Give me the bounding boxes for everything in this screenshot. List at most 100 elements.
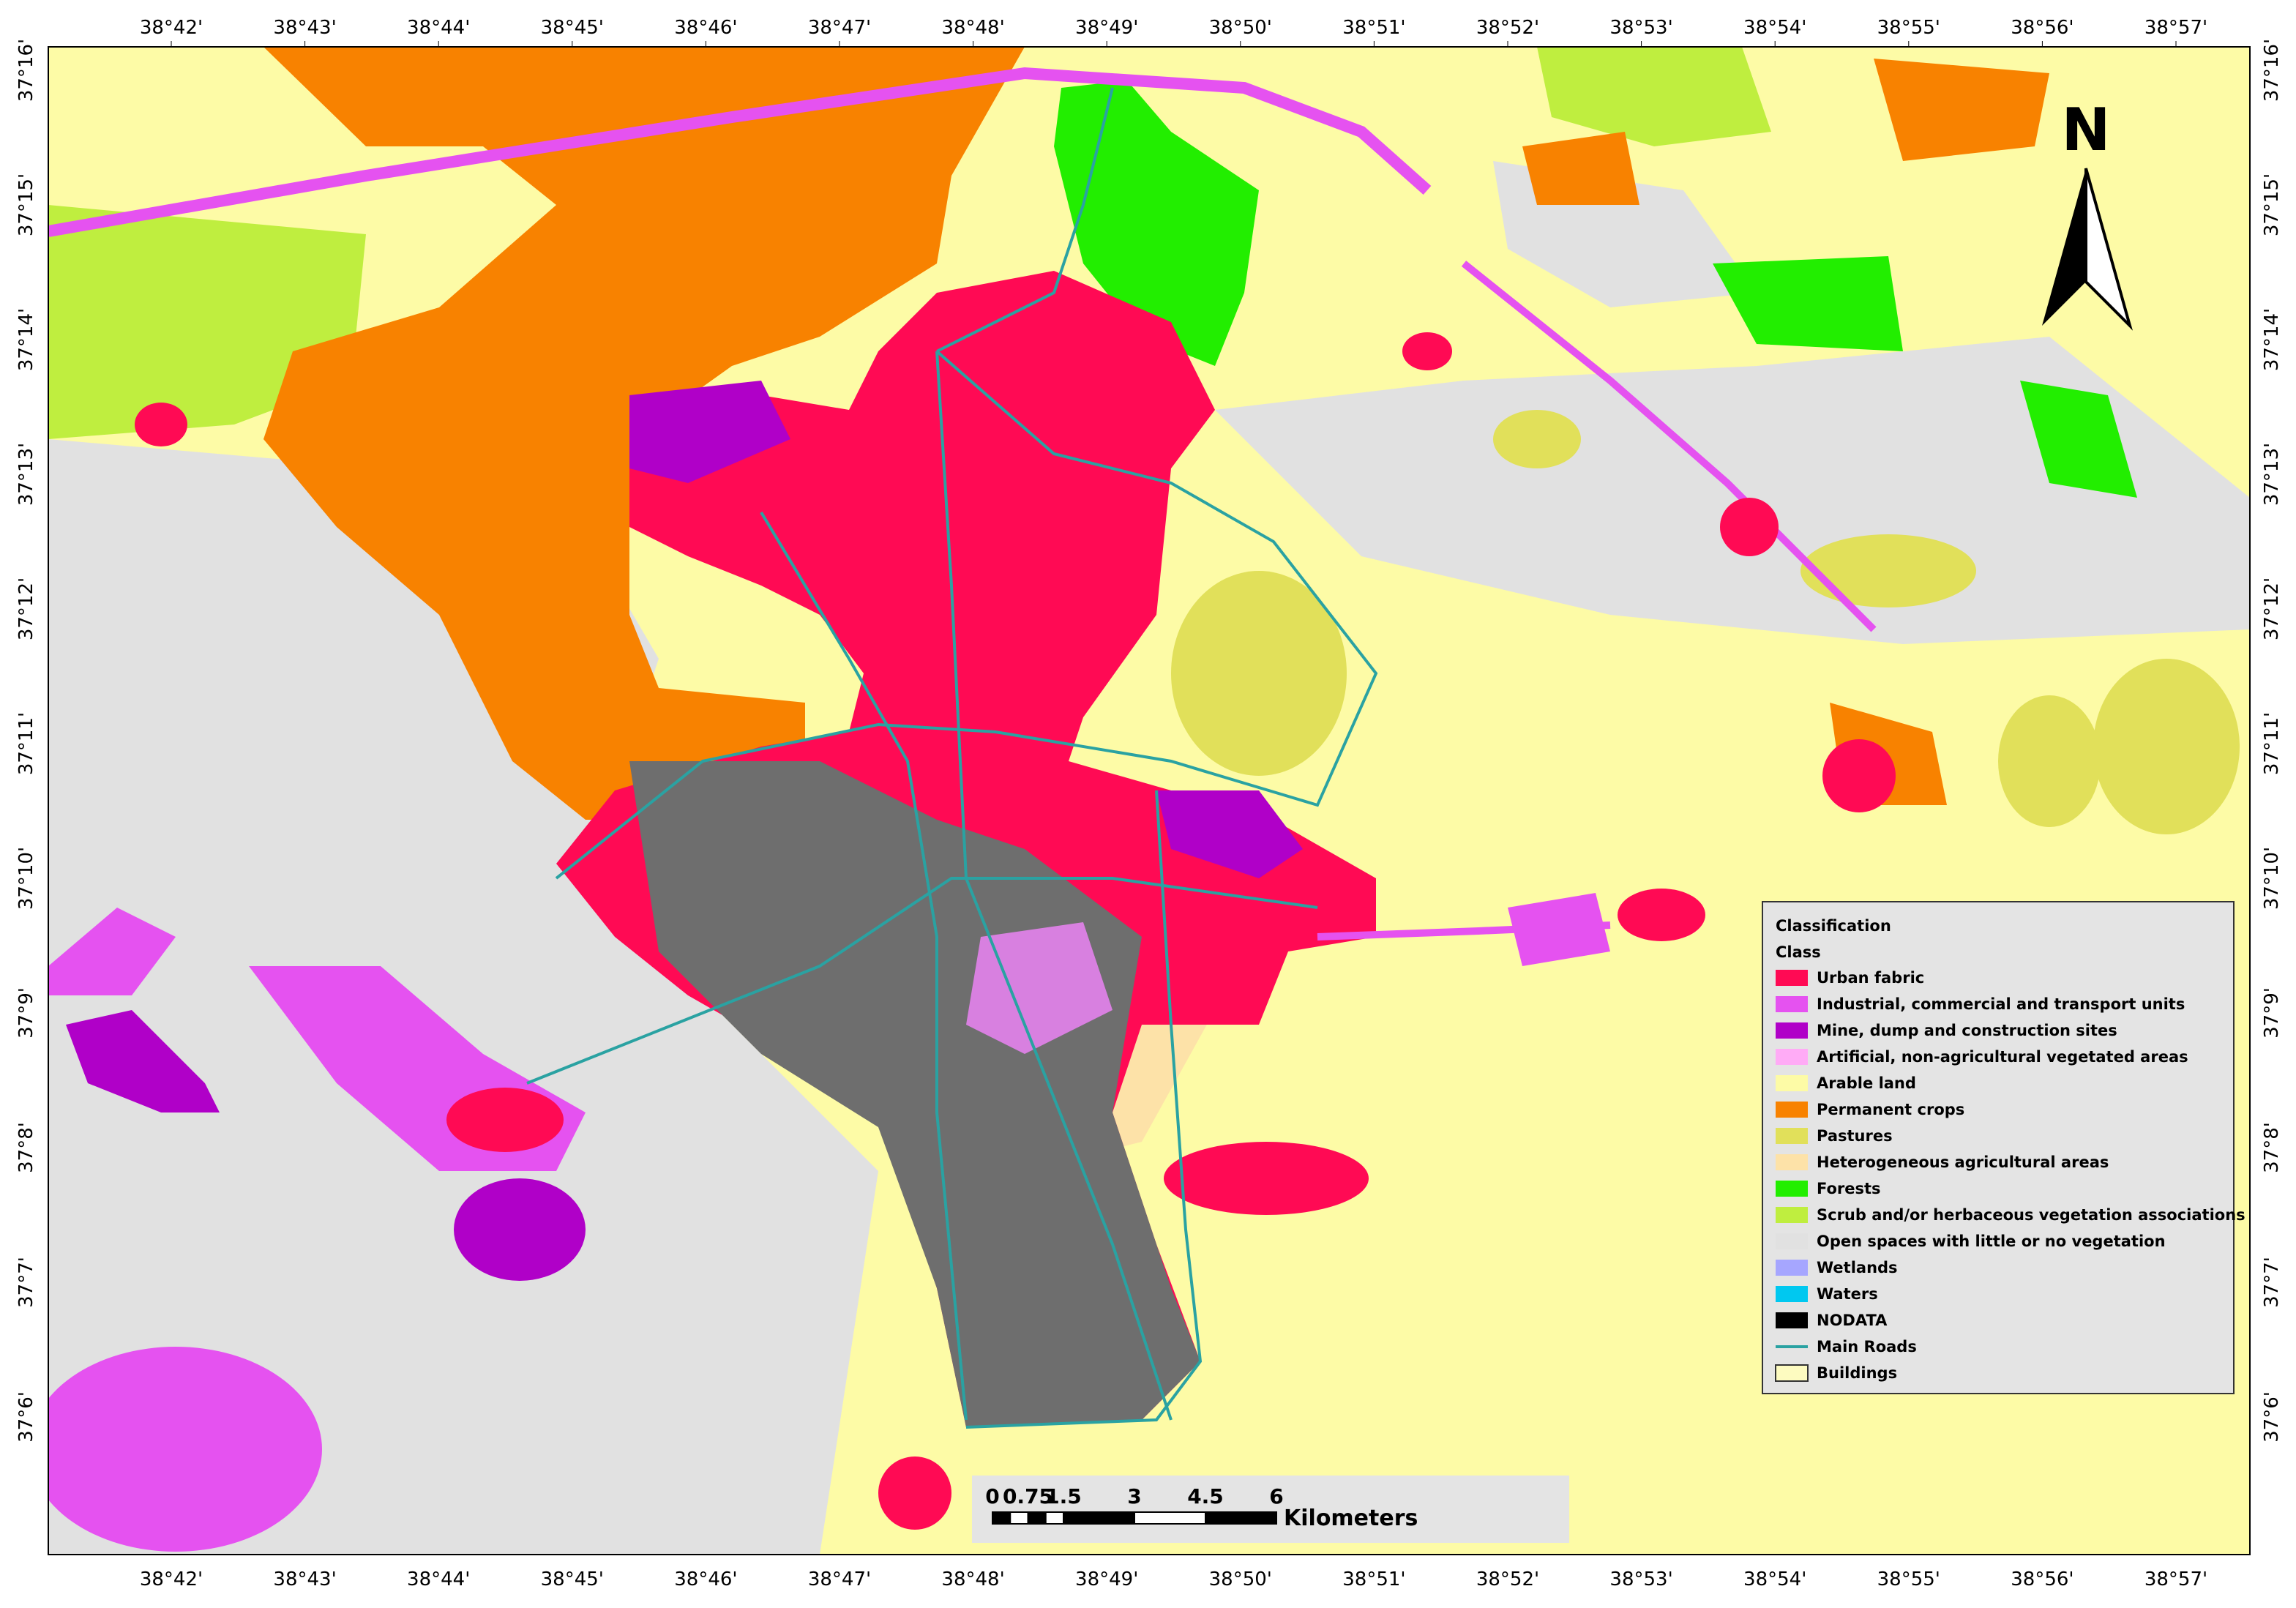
open-space bbox=[48, 439, 878, 1555]
lat-label: 37°8' bbox=[2261, 1122, 2283, 1173]
forest bbox=[1054, 81, 1259, 366]
scale-segment bbox=[992, 1511, 1011, 1525]
legend: Classification Class Urban fabric Industr… bbox=[1762, 901, 2245, 1394]
permanent-crops bbox=[263, 47, 1025, 820]
legend-label: Forests bbox=[1817, 1180, 1881, 1197]
urban-fabric bbox=[878, 1456, 951, 1530]
mine bbox=[66, 1010, 220, 1112]
pasture bbox=[1171, 571, 1347, 776]
legend-swatch bbox=[1776, 1181, 1808, 1197]
lat-label: 37°14' bbox=[15, 308, 37, 371]
lon-label: 38°43' bbox=[273, 1568, 336, 1590]
lat-label: 37°6' bbox=[15, 1391, 37, 1443]
legend-label: Main Roads bbox=[1817, 1338, 1917, 1355]
legend-swatch bbox=[1776, 1312, 1808, 1328]
scale-segment bbox=[1009, 1511, 1029, 1525]
legend-swatch bbox=[1776, 1102, 1808, 1118]
legend-label: Permanent crops bbox=[1817, 1101, 1964, 1118]
lat-label: 37°9' bbox=[15, 987, 37, 1039]
lon-label: 38°54' bbox=[1743, 17, 1806, 39]
map-frame bbox=[48, 46, 2251, 1555]
lat-label: 37°9' bbox=[2261, 987, 2283, 1039]
legend-swatch bbox=[1776, 996, 1808, 1012]
north-label: N bbox=[2062, 96, 2111, 164]
main-roads bbox=[526, 87, 1378, 1429]
lat-label: 37°6' bbox=[2261, 1391, 2283, 1443]
transport-band bbox=[48, 67, 1432, 237]
lon-label: 38°50' bbox=[1209, 17, 1272, 39]
pasture bbox=[1998, 695, 2101, 827]
lon-label: 38°51' bbox=[1342, 17, 1405, 39]
legend-swatch bbox=[1776, 1286, 1808, 1302]
legend-label: Waters bbox=[1817, 1285, 1878, 1303]
transport-band bbox=[1317, 921, 1611, 941]
lon-label: 38°53' bbox=[1609, 1568, 1672, 1590]
lon-label: 38°46' bbox=[674, 1568, 737, 1590]
lon-label: 38°47' bbox=[808, 1568, 871, 1590]
legend-swatch bbox=[1776, 1154, 1808, 1170]
legend-label: Arable land bbox=[1817, 1074, 1916, 1092]
industrial bbox=[966, 922, 1113, 1054]
pasture bbox=[1493, 410, 1581, 468]
scale-segment bbox=[1044, 1511, 1064, 1525]
urban-fabric bbox=[1720, 498, 1779, 556]
forest bbox=[2020, 381, 2137, 498]
pasture bbox=[2093, 659, 2240, 834]
lon-label: 38°44' bbox=[407, 17, 470, 39]
lat-label: 37°14' bbox=[2261, 308, 2283, 371]
lon-label: 38°52' bbox=[1476, 17, 1539, 39]
lon-label: 38°44' bbox=[407, 1568, 470, 1590]
lon-label: 38°50' bbox=[1209, 1568, 1272, 1590]
scale-label: 0 bbox=[985, 1484, 999, 1508]
legend-swatch bbox=[1776, 1049, 1808, 1065]
scale-segment bbox=[1205, 1511, 1277, 1525]
legend-swatch bbox=[1776, 1075, 1808, 1091]
lon-label: 38°55' bbox=[1877, 17, 1940, 39]
industrial bbox=[48, 1347, 322, 1552]
legend-label: Industrial, commercial and transport uni… bbox=[1817, 995, 2185, 1013]
urban-fabric bbox=[446, 1088, 564, 1152]
scale-segment bbox=[1063, 1511, 1135, 1525]
lat-label: 37°12' bbox=[2261, 577, 2283, 640]
legend-label: Open spaces with little or no vegetation bbox=[1817, 1233, 2166, 1250]
lon-label: 38°43' bbox=[273, 17, 336, 39]
lon-label: 38°47' bbox=[808, 17, 871, 39]
lat-label: 37°16' bbox=[2261, 39, 2283, 102]
scale-label: 6 bbox=[1269, 1484, 1283, 1508]
legend-swatch bbox=[1775, 1364, 1809, 1382]
transport-band bbox=[1461, 261, 1877, 632]
legend-label: Urban fabric bbox=[1817, 969, 1924, 987]
legend-label: NODATA bbox=[1817, 1312, 1888, 1329]
lat-label: 37°12' bbox=[15, 577, 37, 640]
lon-label: 38°56' bbox=[2011, 1568, 2073, 1590]
legend-swatch bbox=[1776, 1128, 1808, 1144]
lon-label: 38°45' bbox=[541, 1568, 604, 1590]
lon-label: 38°46' bbox=[674, 17, 737, 39]
lat-label: 37°10' bbox=[15, 847, 37, 910]
mine bbox=[629, 381, 790, 483]
legend-swatch bbox=[1776, 1260, 1808, 1276]
lat-label: 37°7' bbox=[15, 1257, 37, 1308]
legend-label: Pastures bbox=[1817, 1127, 1893, 1145]
scale-box bbox=[972, 1476, 1569, 1543]
lon-label: 38°56' bbox=[2011, 17, 2073, 39]
lat-label: 37°8' bbox=[15, 1122, 37, 1173]
legend-label: Buildings bbox=[1817, 1364, 1897, 1382]
urban-fabric bbox=[1402, 332, 1452, 370]
lon-label: 38°49' bbox=[1075, 17, 1138, 39]
lon-label: 38°45' bbox=[541, 17, 604, 39]
forest bbox=[1713, 256, 1903, 351]
lat-label: 37°13' bbox=[2261, 443, 2283, 506]
lon-label: 38°53' bbox=[1609, 17, 1672, 39]
lon-label: 38°49' bbox=[1075, 1568, 1138, 1590]
lon-label: 38°52' bbox=[1476, 1568, 1539, 1590]
scale-unit: Kilometers bbox=[1284, 1506, 1418, 1531]
permanent-crops bbox=[1522, 132, 1639, 205]
legend-subtitle: Class bbox=[1776, 943, 1821, 961]
legend-swatch bbox=[1776, 1022, 1808, 1039]
lon-label: 38°48' bbox=[941, 17, 1004, 39]
lon-label: 38°51' bbox=[1342, 1568, 1405, 1590]
map-body bbox=[48, 47, 2250, 1555]
